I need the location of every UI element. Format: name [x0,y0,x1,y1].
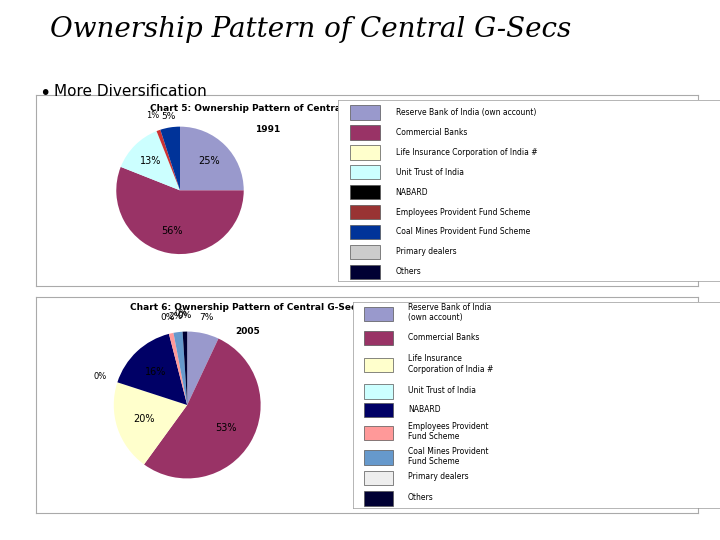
FancyBboxPatch shape [364,471,393,485]
Text: Life Insurance
Corporation of India #: Life Insurance Corporation of India # [408,354,493,374]
Wedge shape [161,130,180,191]
FancyBboxPatch shape [350,145,380,160]
Wedge shape [183,332,187,405]
Text: Ownership Pattern of Central G-Secs: Ownership Pattern of Central G-Secs [50,16,572,43]
FancyBboxPatch shape [364,426,393,440]
Text: 2005: 2005 [235,327,261,336]
FancyBboxPatch shape [364,450,393,464]
FancyBboxPatch shape [350,205,380,219]
FancyBboxPatch shape [350,225,380,239]
Text: 0%: 0% [175,309,188,318]
Text: 13%: 13% [140,156,161,166]
Text: Employees Provident Fund Scheme: Employees Provident Fund Scheme [396,207,530,217]
Text: More Diversification: More Diversification [54,84,207,99]
Text: Reserve Bank of India (own account): Reserve Bank of India (own account) [396,108,536,117]
Text: 53%: 53% [216,423,237,433]
FancyBboxPatch shape [364,331,393,346]
Text: NABARD: NABARD [408,404,441,414]
Wedge shape [144,339,261,478]
Wedge shape [174,332,187,405]
Wedge shape [156,130,180,191]
FancyBboxPatch shape [364,384,393,399]
Wedge shape [180,127,243,191]
Text: Reserve Bank of India
(own account): Reserve Bank of India (own account) [408,303,491,322]
FancyBboxPatch shape [350,245,380,259]
FancyBboxPatch shape [350,185,380,199]
Text: 1%: 1% [146,111,160,120]
FancyBboxPatch shape [364,403,393,417]
Wedge shape [161,127,180,191]
Text: 16%: 16% [145,367,167,377]
Text: 56%: 56% [161,226,183,236]
Text: 7%: 7% [199,313,214,322]
Text: 20%: 20% [133,414,155,424]
Wedge shape [121,131,180,191]
Wedge shape [117,334,187,405]
Text: Coal Mines Provident Fund Scheme: Coal Mines Provident Fund Scheme [396,227,530,237]
Text: Unit Trust of India: Unit Trust of India [408,386,476,395]
Text: Unit Trust of India: Unit Trust of India [396,168,464,177]
Text: 0%: 0% [94,372,107,381]
Text: •: • [40,84,51,103]
Text: Chart 5: Ownership Pattern of Central G-Secs:: Chart 5: Ownership Pattern of Central G-… [150,104,385,113]
FancyBboxPatch shape [350,125,380,140]
Text: Others: Others [396,267,421,276]
FancyBboxPatch shape [364,491,393,505]
Text: Employees Provident
Fund Scheme: Employees Provident Fund Scheme [408,422,488,441]
Wedge shape [169,333,187,405]
Text: Primary dealers: Primary dealers [396,247,456,256]
Text: 0%: 0% [177,311,192,320]
Text: Coal Mines Provident
Fund Scheme: Coal Mines Provident Fund Scheme [408,447,488,466]
Text: Commercial Banks: Commercial Banks [396,128,467,137]
FancyBboxPatch shape [364,307,393,321]
Wedge shape [114,382,187,464]
Text: 5%: 5% [161,112,176,120]
Text: 25%: 25% [199,156,220,166]
Text: Chart 6: Ownership Pattern of Central G-Secs:: Chart 6: Ownership Pattern of Central G-… [130,303,366,313]
Text: 1991: 1991 [255,125,281,134]
Wedge shape [117,167,244,254]
Wedge shape [117,382,187,405]
FancyBboxPatch shape [364,358,393,372]
Text: Others: Others [408,493,433,502]
Text: 2%: 2% [169,312,183,321]
Text: 0%: 0% [161,313,175,322]
FancyBboxPatch shape [350,265,380,279]
Text: Life Insurance Corporation of India #: Life Insurance Corporation of India # [396,148,537,157]
FancyBboxPatch shape [350,165,380,179]
Text: NABARD: NABARD [396,188,428,197]
FancyBboxPatch shape [350,105,380,120]
Wedge shape [187,332,218,405]
Wedge shape [183,332,187,405]
Text: Primary dealers: Primary dealers [408,472,469,481]
Text: Commercial Banks: Commercial Banks [408,333,480,342]
